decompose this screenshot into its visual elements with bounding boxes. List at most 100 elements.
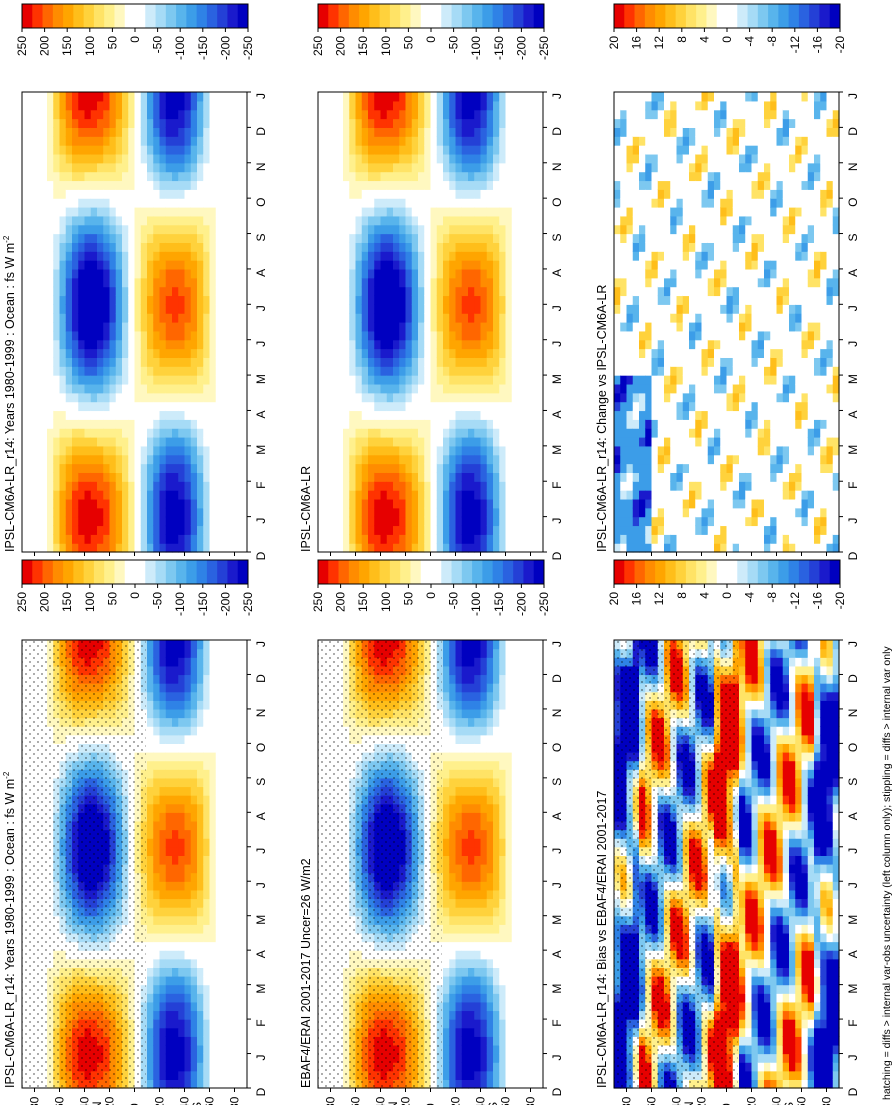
heat-cell (203, 752, 211, 762)
heat-cell (411, 366, 419, 376)
heat-cell (72, 127, 79, 137)
heat-cell (59, 171, 67, 182)
heat-cell (197, 1001, 204, 1012)
heat-cell (184, 463, 192, 473)
heat-cell (34, 392, 42, 403)
heat-cell (430, 180, 438, 190)
heat-cell (197, 812, 204, 822)
heat-cell (386, 277, 394, 288)
heat-cell (222, 481, 229, 491)
heat-cell (122, 401, 129, 412)
heat-cell (380, 233, 388, 243)
heat-cell (318, 242, 325, 252)
heat-cell (115, 498, 123, 509)
heat-cell (53, 383, 61, 394)
heat-cell (103, 454, 111, 465)
heat-cell (324, 224, 332, 235)
heat-cell (115, 525, 123, 535)
heat-cell (53, 109, 61, 120)
heat-cell (215, 829, 223, 839)
heat-cell (90, 260, 98, 270)
heat-cell (203, 366, 211, 376)
heat-cell (28, 383, 36, 394)
heat-cell (197, 260, 204, 270)
heat-cell (128, 481, 136, 491)
heat-cell (178, 881, 186, 891)
heat-cell (84, 437, 92, 447)
heat-cell (72, 410, 79, 420)
heat-cell (22, 295, 29, 305)
heat-cell (209, 348, 217, 358)
heat-cell (215, 498, 223, 509)
heat-cell (405, 419, 413, 429)
heat-cell (109, 171, 117, 182)
heat-cell (47, 286, 54, 297)
heat-cell (222, 207, 229, 217)
heat-cell (215, 295, 223, 305)
colorbar-swatch (114, 560, 126, 584)
heat-cell (159, 330, 167, 341)
heat-cell (128, 242, 136, 252)
heat-cell (215, 357, 223, 367)
heat-cell (222, 864, 229, 874)
heat-cell (197, 251, 204, 261)
heat-cell (424, 339, 432, 350)
heat-cell (228, 915, 236, 925)
colorbar-swatch (42, 4, 54, 28)
heat-cell (405, 198, 413, 208)
heat-cell (153, 734, 161, 744)
heat-cell (184, 251, 192, 261)
heat-cell (115, 224, 123, 235)
heat-cell (159, 445, 167, 456)
heat-cell (349, 534, 357, 544)
heat-cell (190, 958, 198, 968)
heat-cell (153, 829, 161, 839)
heat-cell (234, 829, 242, 839)
heat-cell (374, 348, 382, 358)
heat-cell (103, 180, 111, 190)
heat-cell (190, 145, 198, 155)
heat-cell (172, 786, 179, 796)
heat-cell (240, 812, 248, 822)
heat-cell (361, 162, 369, 173)
heat-cell (103, 304, 111, 314)
heat-cell (172, 127, 179, 137)
heat-cell (178, 498, 186, 509)
heat-cell (374, 268, 382, 279)
heat-cell (374, 357, 382, 367)
heat-cell (222, 683, 229, 693)
heat-cell (184, 322, 192, 332)
heat-cell (399, 198, 407, 208)
heat-cell (215, 958, 223, 968)
heat-cell (318, 410, 325, 420)
heat-cell (209, 153, 217, 164)
heat-cell (72, 507, 79, 518)
heat-cell (190, 915, 198, 925)
heat-cell (134, 109, 142, 120)
heat-cell (203, 786, 211, 796)
heat-cell (424, 366, 432, 376)
heat-cell (128, 516, 136, 527)
heat-cell (330, 366, 338, 376)
heat-cell (197, 339, 204, 350)
heat-cell (324, 348, 332, 358)
heat-cell (374, 419, 382, 429)
heat-cell (72, 304, 79, 314)
heat-cell (153, 855, 161, 865)
heat-cell (405, 525, 413, 535)
heat-cell (147, 516, 154, 527)
heat-cell (134, 313, 142, 323)
heat-cell (318, 366, 325, 376)
heat-cell (240, 401, 248, 412)
heat-cell (215, 392, 223, 403)
heat-cell (424, 313, 432, 323)
heat-cell (355, 525, 363, 535)
heat-cell (240, 1010, 248, 1020)
heat-cell (411, 543, 419, 553)
heat-cell (343, 286, 350, 297)
heat-cell (84, 543, 92, 553)
heat-cell (215, 674, 223, 684)
heat-cell (234, 872, 242, 882)
heat-cell (234, 490, 242, 500)
heat-cell (140, 463, 148, 473)
